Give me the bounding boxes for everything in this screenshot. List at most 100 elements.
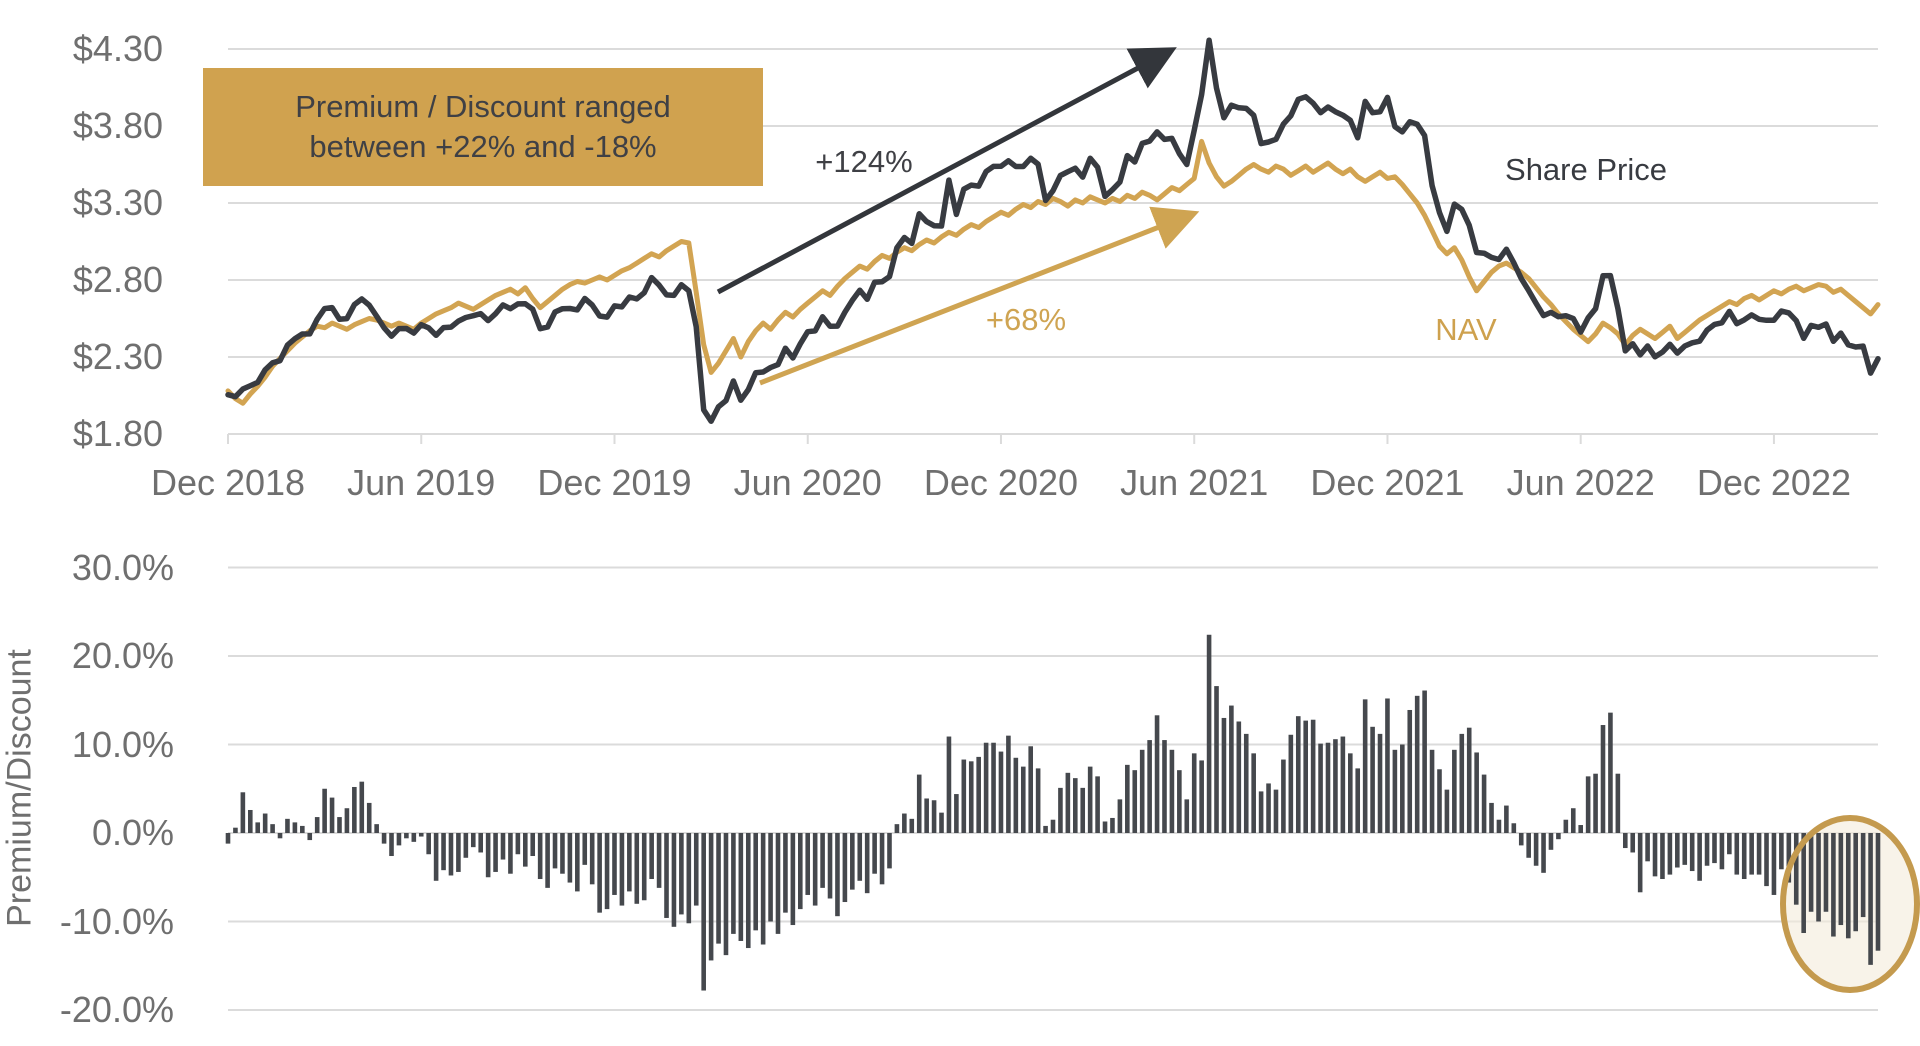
premium-bar <box>314 817 320 833</box>
premium-bar <box>1028 746 1034 833</box>
date-x-tick-label: Dec 2020 <box>923 462 1079 503</box>
premium-bar <box>1689 833 1695 872</box>
premium-bar <box>1452 749 1457 833</box>
premium-bar <box>998 751 1004 833</box>
premium-bar <box>976 756 981 833</box>
price-y-tick-label: $2.30 <box>72 336 163 377</box>
premium-bar <box>337 817 342 833</box>
premium-bar <box>1779 833 1784 870</box>
premium-bar <box>723 833 729 956</box>
premium-bar <box>485 833 491 878</box>
premium-bar <box>775 833 781 934</box>
premium-bar <box>1206 634 1212 833</box>
premium-bar <box>1697 833 1702 881</box>
premium-bar <box>879 833 885 885</box>
share-growth-arrow <box>716 47 1177 295</box>
premium-y-tick-label: -10.0% <box>59 900 174 942</box>
nav-growth-label: +68% <box>985 302 1067 337</box>
premium-bar <box>827 833 833 899</box>
premium-bar <box>515 833 521 855</box>
premium-bar <box>1600 725 1606 833</box>
share-price-line <box>225 37 1881 424</box>
date-x-tick-label: Dec 2021 <box>1310 462 1465 503</box>
premium-bar <box>872 833 877 874</box>
premium-bar <box>322 788 327 833</box>
premium-bar <box>545 833 550 888</box>
price-y-tick-label: $3.30 <box>72 182 163 223</box>
premium-bar <box>1496 819 1502 833</box>
premium-bar <box>902 813 907 833</box>
premium-bar <box>1050 819 1056 833</box>
premium-y-tick-label: 30.0% <box>71 546 174 588</box>
premium-bar <box>679 833 684 915</box>
premium-bar <box>1615 773 1621 833</box>
premium-bar <box>552 833 558 869</box>
premium-bar <box>1087 766 1093 833</box>
premium-bar <box>1823 833 1829 912</box>
date-x-tick-label: Jun 2019 <box>347 462 496 503</box>
share-growth-label: +124% <box>815 144 913 179</box>
premium-bar <box>1466 727 1472 833</box>
premium-bar <box>1860 833 1866 918</box>
premium-bar <box>604 833 610 910</box>
premium-y-tick-label: 0.0% <box>91 812 174 853</box>
premium-bar <box>1719 833 1725 870</box>
premium-bar <box>307 833 313 841</box>
nav-growth-arrow <box>759 206 1200 386</box>
premium-bar <box>1243 733 1249 833</box>
premium-bar <box>1504 805 1509 833</box>
premium-bar <box>686 833 692 924</box>
premium-bar <box>240 792 246 833</box>
premium-bar <box>693 833 699 906</box>
premium-bar <box>1868 833 1873 965</box>
premium-bar <box>1437 769 1442 833</box>
premium-bar <box>500 833 506 860</box>
premium-bar <box>270 824 275 833</box>
premium-bar <box>1162 740 1167 833</box>
premium-bar <box>1585 776 1591 833</box>
premium-bar <box>1117 799 1123 833</box>
share-price-series-label: Share Price <box>1505 152 1667 187</box>
premium-bar <box>1065 772 1071 833</box>
premium-bar <box>1400 744 1405 833</box>
premium-bar <box>1831 833 1836 937</box>
premium-bar <box>1013 757 1019 833</box>
premium-bar <box>277 833 283 839</box>
premium-bar <box>1006 735 1011 833</box>
premium-bar <box>359 781 365 833</box>
premium-bar <box>1139 749 1145 833</box>
premium-y-tick-label: -20.0% <box>59 989 174 1030</box>
premium-bar <box>1593 773 1598 833</box>
premium-bar <box>1853 833 1859 932</box>
premium-bar <box>233 827 238 833</box>
premium-bar <box>285 818 290 833</box>
premium-bar <box>470 833 476 848</box>
premium-bar <box>1355 768 1361 833</box>
premium-bar <box>745 833 751 949</box>
premium-bar <box>1816 833 1821 922</box>
premium-bar <box>1295 716 1301 833</box>
premium-bar <box>1429 749 1435 833</box>
premium-bar <box>1875 833 1881 951</box>
premium-bar <box>1511 823 1517 833</box>
premium-bar <box>1474 752 1479 833</box>
premium-bar <box>1756 833 1762 875</box>
premium-bar <box>1459 733 1465 833</box>
premium-bar <box>1764 833 1769 887</box>
premium-bar <box>812 833 818 906</box>
premium-bar <box>1556 833 1561 840</box>
premium-bar <box>1533 833 1539 866</box>
premium-bar <box>1563 819 1569 833</box>
premium-bar <box>1072 778 1078 833</box>
premium-bar <box>1786 833 1792 883</box>
premium-bar <box>567 833 573 883</box>
price-y-tick-label: $4.30 <box>72 28 163 69</box>
premium-bar <box>1444 789 1450 833</box>
premium-bar <box>1020 766 1026 833</box>
premium-bar <box>619 833 625 906</box>
premium-bar <box>1570 808 1576 833</box>
premium-bar <box>352 786 357 833</box>
premium-bar <box>612 833 617 895</box>
